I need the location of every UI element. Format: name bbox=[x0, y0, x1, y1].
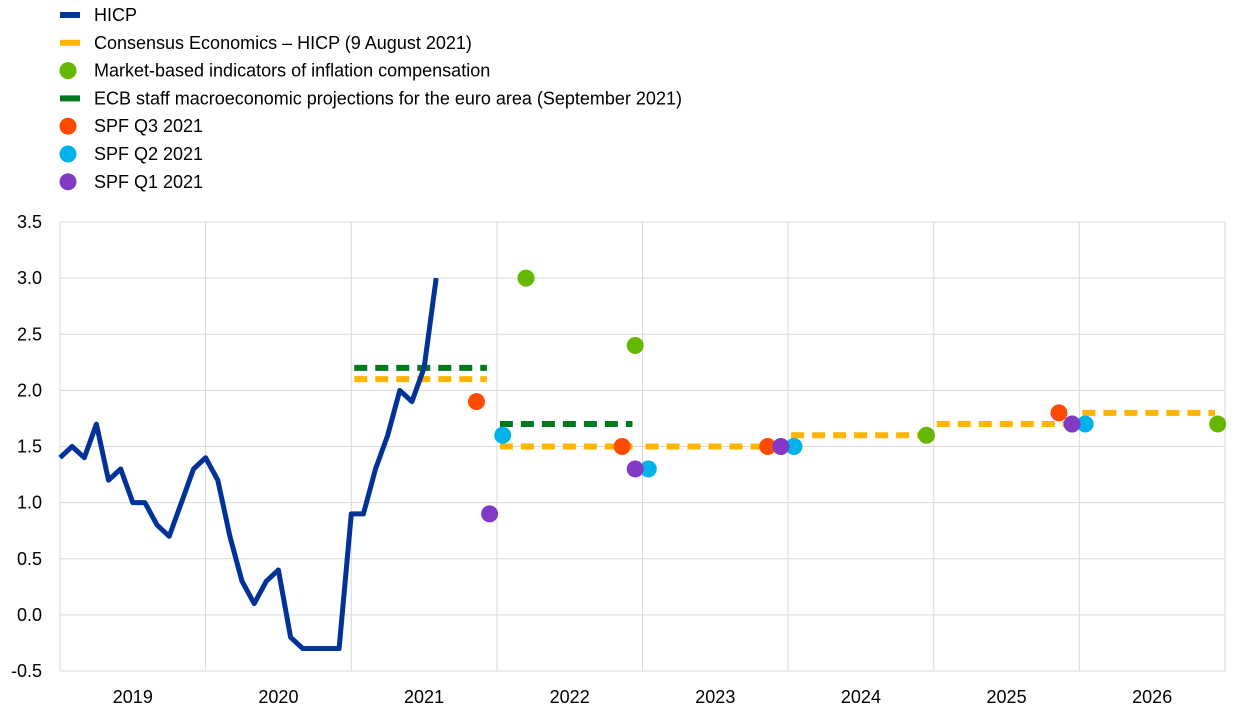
legend-label: SPF Q1 2021 bbox=[94, 172, 203, 192]
spf-q3-2021-point bbox=[467, 393, 485, 411]
y-tick-label: 0.0 bbox=[17, 605, 42, 625]
x-axis: 2019 2020 2021 2022 2023 2024 2025 2026 bbox=[113, 687, 1172, 707]
legend-swatch bbox=[60, 39, 80, 46]
spf-q3-2021-point bbox=[759, 438, 777, 455]
x-tick-label: 2026 bbox=[1132, 687, 1172, 707]
market-based-point bbox=[917, 426, 935, 444]
legend-swatch bbox=[59, 145, 77, 163]
x-tick-label: 2019 bbox=[113, 687, 153, 707]
legend: HICP Consensus Economics – HICP (9 August… bbox=[59, 5, 682, 192]
legend-label: ECB staff macroeconomic projections for … bbox=[94, 88, 682, 108]
x-tick-label: 2023 bbox=[695, 687, 735, 707]
legend-label: Market-based indicators of inflation com… bbox=[94, 61, 490, 81]
y-tick-label: 2.5 bbox=[17, 324, 42, 344]
x-tick-label: 2022 bbox=[550, 687, 590, 707]
y-tick-label: -0.5 bbox=[11, 661, 42, 681]
legend-swatch bbox=[59, 173, 77, 191]
x-tick-label: 2025 bbox=[987, 687, 1027, 707]
y-tick-label: 3.0 bbox=[17, 268, 42, 288]
y-tick-label: 3.5 bbox=[17, 212, 42, 232]
x-tick-label: 2024 bbox=[841, 687, 881, 707]
y-tick-label: 0.5 bbox=[17, 549, 42, 569]
legend-swatch bbox=[59, 117, 77, 135]
legend-label: Consensus Economics – HICP (9 August 202… bbox=[94, 33, 472, 53]
hicp-line bbox=[58, 277, 439, 651]
spf-q3-2021-point bbox=[1050, 404, 1068, 422]
y-axis: 3.5 3.0 2.5 2.0 1.5 1.0 0.5 0.0 -0.5 bbox=[11, 212, 42, 681]
y-tick-label: 2.0 bbox=[17, 380, 42, 400]
spf-q1-2021-point bbox=[1063, 415, 1081, 433]
y-tick-label: 1.5 bbox=[17, 437, 42, 457]
market-based-point bbox=[626, 336, 644, 354]
x-tick-label: 2020 bbox=[258, 687, 298, 707]
spf-q1-2021-point bbox=[481, 505, 499, 523]
y-tick-label: 1.0 bbox=[17, 493, 42, 513]
spf-q2-2021-point bbox=[785, 438, 803, 455]
spf-q2-2021-point bbox=[494, 426, 512, 444]
market-based-point bbox=[517, 269, 535, 287]
x-tick-label: 2021 bbox=[404, 687, 444, 707]
legend-swatch bbox=[59, 62, 77, 80]
spf-q2-2021-point bbox=[1076, 415, 1094, 433]
legend-swatch bbox=[60, 95, 80, 102]
spf-q1-2021-point bbox=[626, 460, 644, 478]
grid bbox=[59, 221, 1226, 672]
spf-q2-2021-point bbox=[639, 460, 657, 478]
spf-q3-2021-point bbox=[613, 438, 631, 455]
legend-swatch bbox=[60, 12, 80, 18]
legend-label: SPF Q2 2021 bbox=[94, 144, 203, 164]
market-based-point bbox=[1209, 415, 1227, 433]
series-layer bbox=[58, 269, 1227, 651]
legend-label: HICP bbox=[94, 5, 137, 25]
spf-q1-2021-point bbox=[772, 438, 790, 455]
legend-label: SPF Q3 2021 bbox=[94, 116, 203, 136]
